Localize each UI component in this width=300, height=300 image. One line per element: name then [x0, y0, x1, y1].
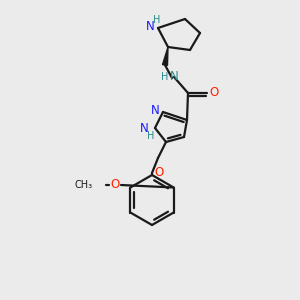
Polygon shape [163, 47, 168, 65]
Text: O: O [154, 167, 164, 179]
Text: H: H [153, 15, 161, 25]
Text: O: O [110, 178, 120, 191]
Text: O: O [209, 86, 219, 100]
Text: N: N [140, 122, 148, 136]
Text: N: N [146, 20, 154, 32]
Text: H: H [161, 72, 169, 82]
Text: N: N [169, 70, 178, 83]
Text: H: H [147, 131, 155, 141]
Text: CH₃: CH₃ [75, 180, 93, 190]
Text: N: N [151, 103, 159, 116]
